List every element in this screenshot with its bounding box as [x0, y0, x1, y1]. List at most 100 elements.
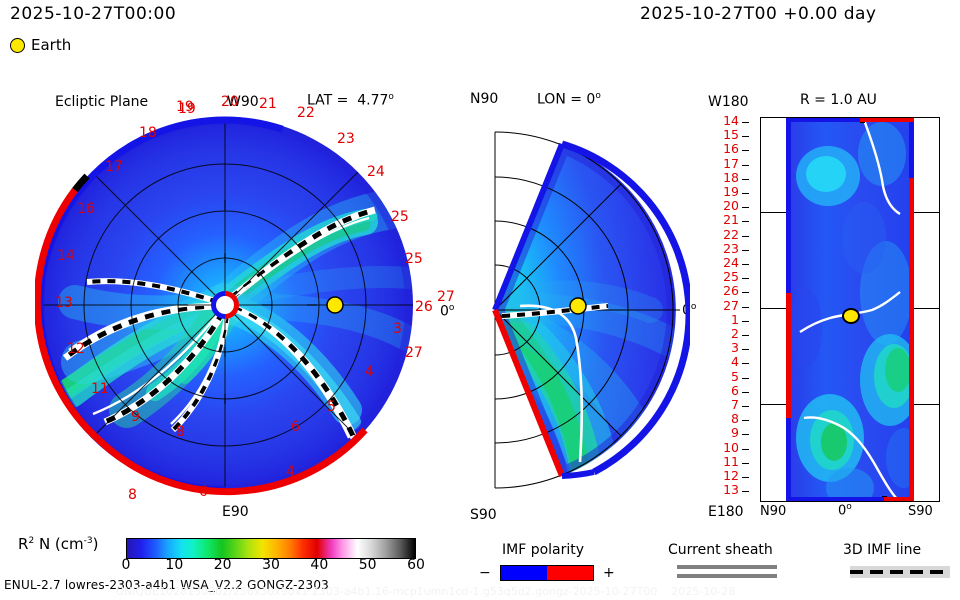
colorbar	[126, 538, 416, 559]
meridional-n90-label: N90	[470, 91, 499, 107]
au-map-row-tick	[742, 306, 749, 308]
ecliptic-w90-label: W90	[227, 94, 259, 110]
au-map-row-tick	[742, 178, 749, 180]
ecliptic-zero-label: 0o	[440, 303, 455, 320]
ecliptic-e90-label: E90	[222, 504, 249, 520]
au-map-row-label: 20	[723, 198, 739, 214]
au-map-row-label: 25	[723, 269, 739, 285]
colorbar-tick: 0	[121, 557, 131, 573]
au-map-row-label: 3	[731, 340, 739, 356]
earth-marker-ecliptic	[326, 296, 344, 314]
render-watermark: UNIQUE1028130802/256x30x90x1.2303-a4b1.1…	[4, 585, 736, 598]
au-map-row-label: 23	[723, 240, 739, 256]
au-map-x-n90: N90	[760, 504, 787, 519]
timestamp-left: 2025-10-27T00:00	[10, 4, 177, 24]
au-map-row-tick	[742, 249, 749, 251]
au-map-edge-left-negative-2	[786, 418, 791, 501]
au-map-row-label: 4	[731, 354, 739, 370]
boundary-transition	[72, 173, 90, 193]
au-map-row-label: 17	[723, 155, 739, 171]
meridional-title: LON = 0o	[537, 91, 601, 108]
ecliptic-tick-6: 6	[199, 484, 208, 500]
colorbar-label: R2 N (cm-3)	[18, 535, 99, 553]
ecliptic-lat-label: LAT = 4.77o	[307, 92, 394, 109]
au-map-row-tick	[742, 122, 749, 123]
au-map-row-label: 9	[731, 425, 739, 441]
au-map-row-label: 11	[723, 453, 739, 469]
au-map-row-tick	[742, 207, 749, 209]
au-map-row-label: 7	[731, 397, 739, 412]
au-map-row-label: 5	[731, 368, 739, 384]
au-map-row-tick	[742, 150, 749, 152]
colorbar-tick: 50	[358, 557, 377, 573]
au-map-row-tick	[742, 448, 749, 450]
au-map-row-tick	[742, 292, 749, 294]
model-credit: ENUL-2.7 lowres-2303-a4b1 WSA_V2.2 GONGZ…	[4, 578, 330, 592]
au-map-row-tick	[742, 349, 749, 351]
au-map-row-label: 8	[731, 411, 739, 427]
ecliptic-tick-4b: 4	[286, 464, 295, 480]
au-map-row-label: 18	[723, 169, 739, 185]
timestamp-right: 2025-10-27T00 +0.00 day	[640, 4, 877, 24]
imf-minus-label: −	[479, 565, 491, 581]
ecliptic-tick-8b: 8	[128, 487, 137, 503]
au-map-row-label: 19	[723, 184, 739, 199]
imf-plus-label: +	[603, 565, 615, 581]
au-map-row-label: 12	[723, 468, 739, 483]
au-map-row-label: 6	[731, 382, 739, 398]
au-map-row-label: 15	[723, 127, 739, 143]
au-map-row-tick	[742, 434, 749, 436]
au-map-row-tick	[742, 406, 749, 407]
imf-line-swatch	[850, 566, 950, 578]
ecliptic-tick-27: 27	[437, 289, 455, 305]
ecliptic-tick-19b: 19	[176, 99, 194, 115]
au-map-row-tick	[742, 320, 749, 322]
imf-polarity-legend-title: IMF polarity	[502, 542, 585, 558]
ecliptic-plane-plot: 20 21 19 22 18 23 17 24 16 25 14 25 13 2…	[35, 95, 433, 500]
earth-legend-label: Earth	[31, 36, 72, 54]
au-map-row-label: 2	[731, 326, 739, 341]
au-map-title: R = 1.0 AU	[800, 92, 877, 108]
au-map-row-label: 16	[723, 141, 739, 157]
au-map-row-tick	[742, 335, 749, 336]
colorbar-tick: 20	[213, 557, 232, 573]
earth-legend: Earth	[10, 36, 71, 54]
earth-marker-au-map	[842, 308, 860, 324]
meridional-plot-svg	[492, 131, 690, 489]
earth-marker-meridional	[569, 297, 587, 315]
current-sheath-legend-title: Current sheath	[668, 542, 773, 558]
imf-line-legend-title: 3D IMF line	[843, 542, 922, 558]
ecliptic-panel-title: Ecliptic Plane	[55, 94, 149, 110]
earth-marker-icon	[10, 37, 25, 53]
colorbar-tick: 10	[165, 557, 184, 573]
au-map-row-tick	[742, 391, 749, 393]
au-map-edge-left-negative	[786, 118, 791, 293]
au-map-edge-left-positive	[786, 293, 791, 418]
meridional-imf-negative	[560, 140, 690, 476]
au-map-row-label: 22	[723, 226, 739, 242]
au-map-x-zero: 0o	[838, 502, 852, 519]
au-map-row-label: 27	[723, 297, 739, 313]
colorbar-tick: 30	[262, 557, 280, 573]
meridional-s90-label: S90	[470, 507, 497, 523]
imf-positive-boundary-bottom	[96, 427, 368, 496]
imf-polarity-swatch	[500, 565, 594, 581]
ecliptic-plot-svg	[35, 116, 414, 496]
meridional-edge-south	[492, 308, 565, 478]
au-map-row-tick	[742, 462, 749, 464]
au-map-w180-label: W180	[708, 94, 749, 110]
au-map-plot: 14 15 16 17 18 19 20 21 22 23 24 25 26 27 1 2 3 4 5 6 7 8 9 10 1…	[723, 114, 940, 502]
au-map-row-tick	[742, 264, 749, 265]
meridional-edge-north	[492, 142, 565, 312]
au-map-row-tick	[742, 235, 749, 237]
au-map-row-tick	[742, 477, 749, 478]
au-map-row-label: 26	[723, 283, 739, 299]
meridional-plane-plot	[490, 110, 690, 510]
au-map-edge-right-positive	[909, 178, 914, 501]
au-map-row-tick	[742, 164, 749, 166]
au-map-row-tick	[742, 377, 749, 379]
au-map-row-tick	[742, 278, 749, 280]
au-map-row-label: 24	[723, 255, 739, 270]
au-map-row-label: 14	[723, 113, 739, 128]
au-map-row-label: 1	[731, 311, 739, 327]
